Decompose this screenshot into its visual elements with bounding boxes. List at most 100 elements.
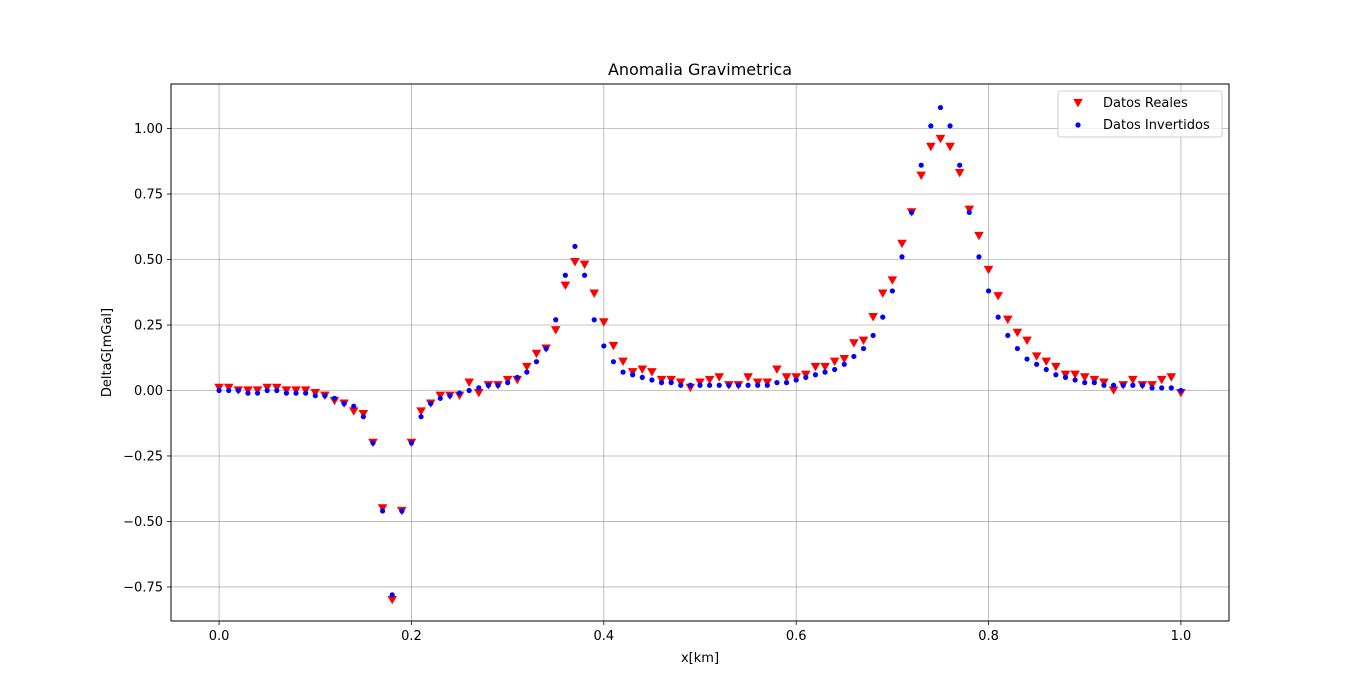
point-datos-reales xyxy=(954,168,965,178)
point-datos-invertidos xyxy=(726,382,732,388)
point-datos-invertidos xyxy=(283,390,290,396)
point-datos-invertidos xyxy=(851,353,857,360)
point-datos-reales xyxy=(1166,373,1177,382)
point-datos-invertidos xyxy=(581,272,588,278)
point-datos-invertidos xyxy=(870,332,876,339)
point-datos-invertidos xyxy=(1120,382,1126,388)
point-datos-reales xyxy=(387,595,398,605)
point-datos-reales xyxy=(560,281,571,291)
point-datos-invertidos xyxy=(524,369,530,375)
point-datos-invertidos xyxy=(697,382,703,388)
point-datos-invertidos xyxy=(360,414,366,420)
point-datos-invertidos xyxy=(620,369,626,375)
chart-title: Anomalia Gravimetrica xyxy=(608,60,792,79)
y-tick-label: 1.00 xyxy=(134,122,163,137)
point-datos-reales xyxy=(743,373,753,382)
x-axis-ticks: 0.0 0.2 0.4 0.6 0.8 1.0 xyxy=(209,621,1192,644)
point-datos-reales xyxy=(1156,375,1167,385)
point-datos-reales xyxy=(983,265,994,275)
point-datos-invertidos xyxy=(1024,356,1030,362)
point-datos-invertidos xyxy=(976,254,982,260)
point-datos-reales xyxy=(868,313,878,322)
point-datos-invertidos xyxy=(774,380,780,386)
point-datos-invertidos xyxy=(408,440,415,446)
point-datos-invertidos xyxy=(735,382,742,388)
point-datos-invertidos xyxy=(437,395,443,401)
point-datos-invertidos xyxy=(254,390,261,396)
legend-label: Datos Invertidos xyxy=(1103,118,1210,133)
point-datos-reales xyxy=(820,362,830,372)
point-datos-reales xyxy=(897,239,907,249)
point-datos-invertidos xyxy=(264,387,270,394)
point-datos-invertidos xyxy=(245,390,251,396)
point-datos-invertidos xyxy=(341,400,347,407)
point-datos-reales xyxy=(570,258,580,267)
point-datos-invertidos xyxy=(322,393,328,399)
point-datos-invertidos xyxy=(909,209,915,215)
point-datos-invertidos xyxy=(1168,385,1174,391)
x-tick-label: 0.6 xyxy=(786,629,807,644)
point-datos-invertidos xyxy=(331,395,338,401)
grid xyxy=(171,84,1229,621)
point-datos-reales xyxy=(839,354,850,364)
point-datos-invertidos xyxy=(466,387,472,394)
point-datos-invertidos xyxy=(755,382,761,388)
point-datos-invertidos xyxy=(293,390,299,396)
legend-entry-datos-reales: Datos Reales xyxy=(1073,96,1188,111)
point-datos-reales xyxy=(926,142,936,152)
point-datos-reales xyxy=(781,373,792,382)
legend-label: Datos Reales xyxy=(1103,96,1188,111)
point-datos-reales xyxy=(637,365,648,374)
y-tick-label: 0.25 xyxy=(134,318,163,333)
point-datos-invertidos xyxy=(505,380,511,386)
point-datos-invertidos xyxy=(235,387,241,394)
point-datos-invertidos xyxy=(533,359,540,365)
point-datos-reales xyxy=(810,362,821,372)
point-datos-invertidos xyxy=(351,403,357,409)
point-datos-reales xyxy=(945,142,955,152)
x-tick-label: 1.0 xyxy=(1171,629,1192,644)
point-datos-invertidos xyxy=(601,343,607,349)
y-tick-label: 0.50 xyxy=(134,253,163,268)
point-datos-invertidos xyxy=(1101,382,1107,388)
point-datos-invertidos xyxy=(860,345,867,352)
point-datos-reales xyxy=(522,362,532,372)
point-datos-reales xyxy=(1002,315,1013,325)
point-datos-reales xyxy=(993,292,1003,301)
point-datos-invertidos xyxy=(1034,361,1040,367)
point-datos-invertidos xyxy=(937,104,944,111)
point-datos-reales xyxy=(1051,362,1061,372)
point-datos-reales xyxy=(887,276,898,285)
point-datos-invertidos xyxy=(658,380,665,386)
y-tick-label: −0.25 xyxy=(123,449,163,464)
point-datos-invertidos xyxy=(543,345,549,352)
point-datos-invertidos xyxy=(485,382,491,388)
point-datos-reales xyxy=(849,339,859,348)
point-datos-reales xyxy=(550,326,561,335)
point-datos-invertidos xyxy=(803,374,809,380)
point-datos-invertidos xyxy=(966,209,972,215)
point-datos-invertidos xyxy=(899,254,905,260)
x-tick-label: 0.2 xyxy=(401,629,422,644)
point-datos-reales xyxy=(877,289,888,298)
point-datos-invertidos xyxy=(495,382,501,388)
point-datos-invertidos xyxy=(428,400,434,407)
point-datos-invertidos xyxy=(370,440,376,446)
y-tick-label: 0.75 xyxy=(134,188,163,203)
point-datos-reales xyxy=(1108,386,1119,395)
point-datos-reales xyxy=(416,407,426,416)
point-datos-reales xyxy=(1041,357,1052,366)
point-datos-invertidos xyxy=(985,288,992,294)
point-datos-reales xyxy=(916,171,927,181)
point-datos-invertidos xyxy=(889,288,895,294)
point-datos-invertidos xyxy=(274,387,280,394)
point-datos-reales xyxy=(618,357,628,366)
point-datos-invertidos xyxy=(1014,345,1021,352)
x-tick-label: 0.4 xyxy=(593,629,614,644)
point-datos-invertidos xyxy=(1159,385,1165,391)
point-datos-invertidos xyxy=(812,372,819,378)
point-datos-invertidos xyxy=(716,382,722,388)
y-axis-ticks: −0.75 −0.50 −0.25 0.00 0.25 0.50 0.75 1.00 xyxy=(123,122,171,595)
point-datos-reales xyxy=(704,375,715,385)
point-datos-invertidos xyxy=(928,123,934,129)
